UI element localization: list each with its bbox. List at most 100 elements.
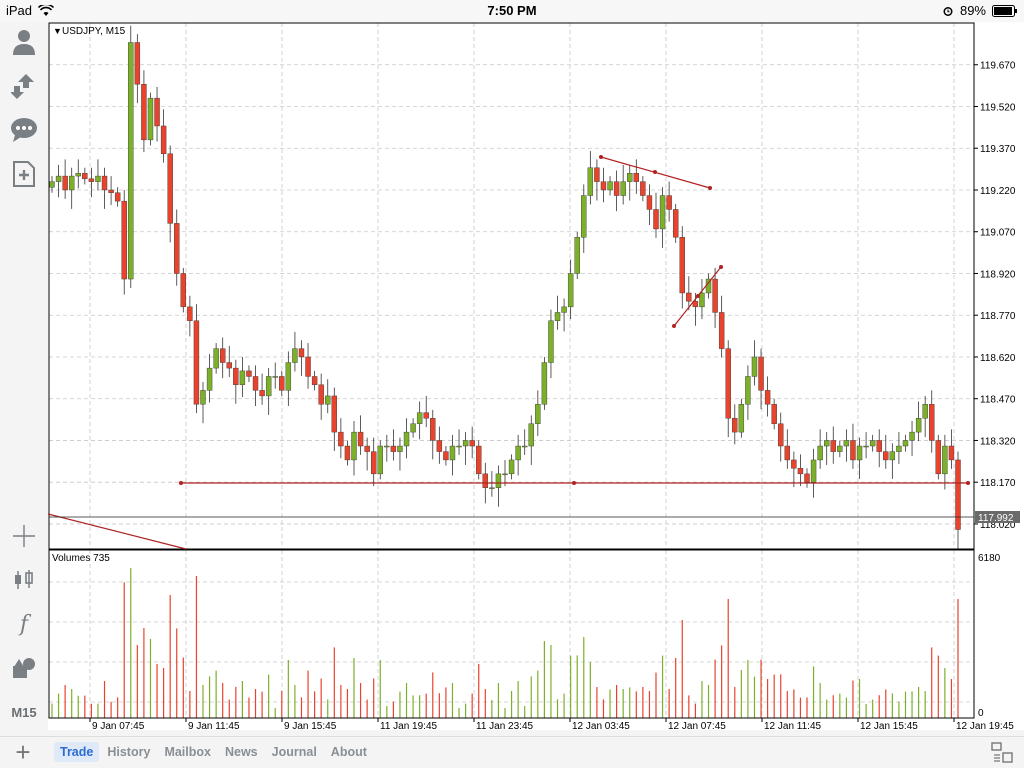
candle (390, 429, 397, 461)
candle (430, 409, 436, 460)
tab-about[interactable]: About (330, 745, 367, 759)
price-tick-label: 118.620 (980, 353, 1016, 364)
candle (541, 356, 548, 410)
time-tick-label: 12 Jan 07:45 (668, 721, 726, 730)
tab-journal[interactable]: Journal (271, 745, 317, 759)
candle (686, 276, 692, 311)
chart-area[interactable]: 119.670 119.520 119.370 119.220 119.070 118.9… (48, 22, 1024, 730)
volume-label: Volumes 735 (52, 553, 110, 564)
time-tick-label: 9 Jan 15:45 (284, 721, 337, 730)
candle (640, 176, 646, 202)
candle (377, 440, 383, 480)
crosshair-icon[interactable] (8, 520, 40, 552)
candle (193, 304, 200, 414)
battery-icon (992, 4, 1017, 17)
candle (134, 34, 141, 104)
candle (791, 451, 797, 488)
price-tick-label: 119.070 (980, 228, 1016, 239)
candle (101, 167, 108, 209)
chart-grid (49, 23, 974, 718)
candle (154, 87, 160, 142)
candle (443, 446, 449, 466)
tab-trade[interactable]: Trade (54, 742, 100, 762)
tab-mailbox[interactable]: Mailbox (164, 745, 211, 759)
new-order-icon[interactable] (8, 158, 40, 190)
candle (594, 159, 600, 201)
candle (68, 167, 75, 209)
volume-max-label: 6180 (978, 553, 1001, 564)
candle (318, 373, 324, 420)
candle (620, 164, 626, 205)
candle (738, 398, 745, 438)
candle (587, 151, 594, 205)
candles (49, 25, 961, 549)
add-button[interactable]: + (15, 737, 31, 767)
candle (942, 434, 948, 490)
candle (423, 395, 429, 428)
candle (364, 437, 370, 471)
price-tick-label: 119.670 (980, 61, 1016, 72)
candle (705, 273, 712, 299)
candle (955, 451, 961, 549)
symbol-dropdown-arrow[interactable]: ▼ (53, 26, 62, 36)
candle (246, 365, 252, 383)
candle (476, 440, 482, 480)
tab-history[interactable]: History (107, 745, 151, 759)
candle (141, 70, 147, 153)
horizontal-level-line[interactable] (179, 481, 970, 485)
candle (581, 184, 587, 253)
candle (265, 368, 272, 415)
candle (285, 351, 292, 406)
candle (679, 226, 685, 309)
candle (948, 429, 955, 469)
candle (751, 340, 758, 386)
account-icon[interactable] (8, 26, 40, 58)
candle (567, 259, 574, 320)
objects-icon[interactable] (8, 652, 40, 684)
candle (279, 370, 285, 396)
timeframe-button[interactable]: M15 (8, 696, 40, 728)
candle (929, 390, 935, 453)
candle (108, 176, 114, 206)
chart-canvas[interactable]: 119.670 119.520 119.370 119.220 119.070 118.9… (48, 22, 1024, 730)
current-price-text: 117.992 (978, 513, 1014, 524)
candle (574, 231, 580, 280)
left-toolbar: f M15 (0, 22, 48, 730)
price-tick-label: 119.520 (980, 102, 1016, 113)
chart-type-icon[interactable] (8, 564, 40, 596)
candle (410, 418, 416, 438)
main-panel-frame (48, 22, 975, 550)
candle (397, 437, 403, 471)
trendlines[interactable] (48, 155, 723, 550)
candle (837, 440, 843, 458)
candle (843, 429, 850, 462)
candle (344, 440, 351, 466)
candle (206, 354, 213, 403)
candle (62, 159, 68, 199)
chat-icon[interactable] (8, 114, 40, 146)
candle (167, 145, 173, 243)
candle (311, 370, 318, 391)
time-tick-label: 11 Jan 23:45 (476, 721, 534, 730)
tab-news[interactable]: News (224, 745, 258, 759)
candle (535, 390, 541, 437)
candle (55, 164, 62, 198)
split-view-icon[interactable] (990, 741, 1014, 765)
time-tick-label: 9 Jan 11:45 (188, 721, 240, 730)
candle (856, 437, 863, 479)
price-tick-label: 118.770 (980, 311, 1016, 322)
trade-transfer-icon[interactable] (8, 70, 40, 102)
candle (298, 340, 305, 376)
candle (613, 170, 620, 212)
candle (121, 189, 127, 295)
candle (272, 362, 278, 389)
candle (627, 164, 633, 201)
candle (745, 365, 751, 420)
indicators-icon[interactable]: f (19, 611, 29, 637)
symbol-label[interactable]: USDJPY, M15 (62, 26, 126, 37)
price-tick-label: 118.020 (980, 520, 1016, 531)
candle (462, 432, 469, 465)
candle (180, 267, 187, 313)
candle (712, 267, 718, 329)
candle (436, 426, 443, 464)
